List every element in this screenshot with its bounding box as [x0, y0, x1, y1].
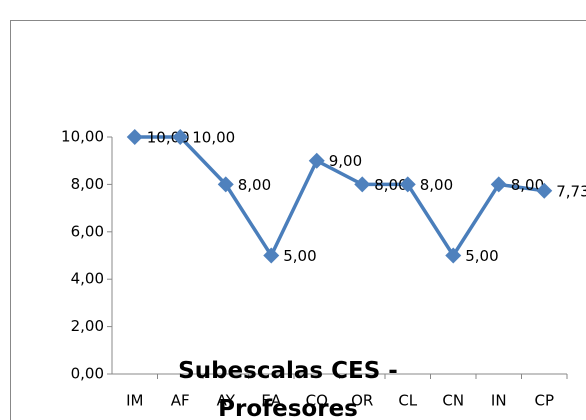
- marker: [126, 129, 143, 145]
- x-tick-label: IM: [126, 392, 143, 410]
- marker: [172, 129, 189, 145]
- x-tick-label: CL: [398, 392, 417, 410]
- y-tick-label: 6,00: [71, 222, 104, 240]
- x-tick-label: IN: [491, 392, 507, 410]
- data-label: 8,00: [238, 176, 271, 194]
- x-tick-label: AF: [171, 392, 190, 410]
- x-tick-label: AY: [217, 392, 236, 410]
- x-tick-label: CP: [534, 392, 554, 410]
- y-tick-label: 4,00: [71, 270, 104, 288]
- x-tick-label: OR: [351, 392, 373, 410]
- data-label: 5,00: [283, 247, 316, 265]
- series-line: [134, 135, 545, 260]
- marker: [217, 176, 234, 193]
- marker: [354, 176, 371, 193]
- data-label: 9,00: [329, 152, 362, 170]
- x-tick-label: CN: [442, 392, 464, 410]
- x-tick-label: CO: [306, 392, 328, 410]
- data-label: 8,00: [420, 176, 453, 194]
- y-tick-label: 8,00: [71, 175, 104, 193]
- data-label: 10,00: [192, 129, 235, 147]
- chart-title: Subescalas CES - Profesores: [178, 358, 398, 420]
- chart-border: [10, 20, 586, 420]
- x-tick-label: EA: [261, 392, 281, 410]
- data-label: 7,73: [556, 182, 586, 200]
- data-label: 8,00: [511, 176, 544, 194]
- marker: [399, 176, 416, 193]
- marker: [308, 152, 325, 169]
- marker: [536, 182, 553, 199]
- data-label: 5,00: [465, 247, 498, 265]
- marker: [490, 176, 507, 193]
- marker: [263, 247, 280, 264]
- marker: [445, 247, 462, 264]
- data-label: 8,00: [374, 176, 407, 194]
- y-tick-label: 2,00: [71, 317, 104, 335]
- y-tick-label: 0,00: [71, 365, 104, 383]
- y-tick-label: 10,00: [61, 128, 104, 146]
